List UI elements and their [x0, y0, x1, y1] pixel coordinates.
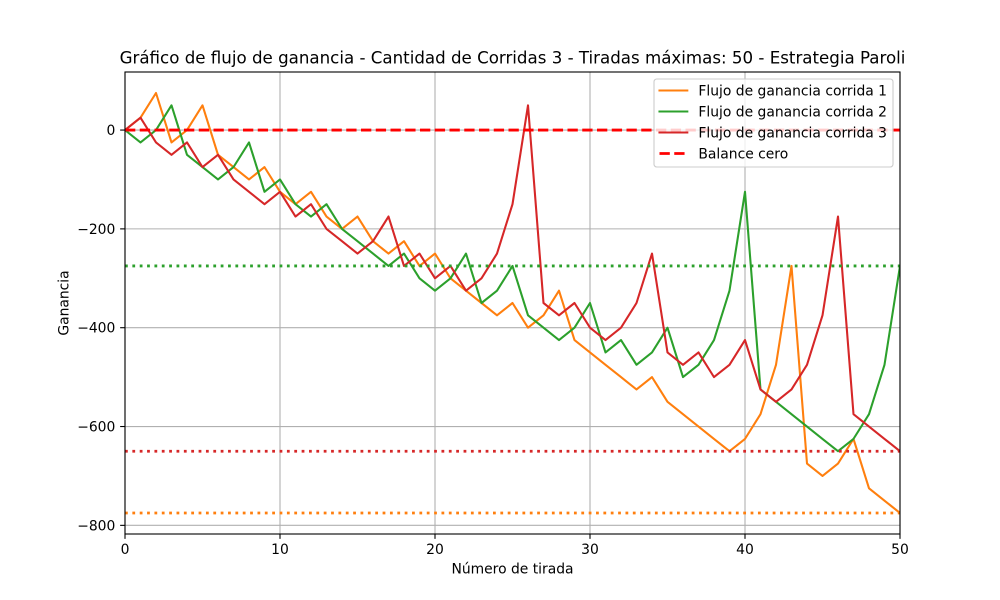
legend: Flujo de ganancia corrida 1 Flujo de gana…	[653, 78, 894, 168]
axes-frame	[124, 71, 901, 535]
reference-lines	[125, 128, 900, 515]
series-lines	[125, 91, 900, 515]
y-tick-label: 0	[106, 123, 115, 139]
legend-item: Flujo de ganancia corrida 3	[658, 126, 887, 142]
series-line-3	[125, 104, 900, 453]
x-axis-label: Número de tirada	[451, 562, 573, 578]
series-line-1	[125, 91, 900, 515]
legend-frame	[653, 78, 894, 168]
x-tick-label: 0	[121, 542, 130, 558]
x-tick-label: 30	[581, 542, 599, 558]
legend-label: Flujo de ganancia corrida 1	[698, 84, 887, 100]
y-tick-label: −200	[77, 222, 115, 238]
x-tick-label: 20	[426, 542, 444, 558]
x-tick-label: 40	[736, 542, 754, 558]
chart-title: Gráfico de flujo de ganancia - Cantidad …	[120, 49, 906, 68]
legend-item: Flujo de ganancia corrida 1	[658, 84, 887, 100]
axis-ticks: 0 10 20 30 40 50 0 −200 −400 −600 −800	[77, 123, 909, 558]
x-tick-label: 10	[271, 542, 289, 558]
legend-item: Flujo de ganancia corrida 2	[658, 105, 887, 121]
y-axis-label: Ganancia	[56, 270, 72, 335]
y-tick-label: −400	[77, 321, 115, 337]
legend-item: Balance cero	[659, 147, 788, 163]
legend-label: Flujo de ganancia corrida 3	[698, 126, 887, 142]
legend-label: Flujo de ganancia corrida 2	[698, 105, 887, 121]
y-tick-label: −600	[77, 420, 115, 436]
legend-label: Balance cero	[698, 147, 788, 163]
y-tick-label: −800	[77, 518, 115, 534]
x-tick-label: 50	[891, 542, 909, 558]
